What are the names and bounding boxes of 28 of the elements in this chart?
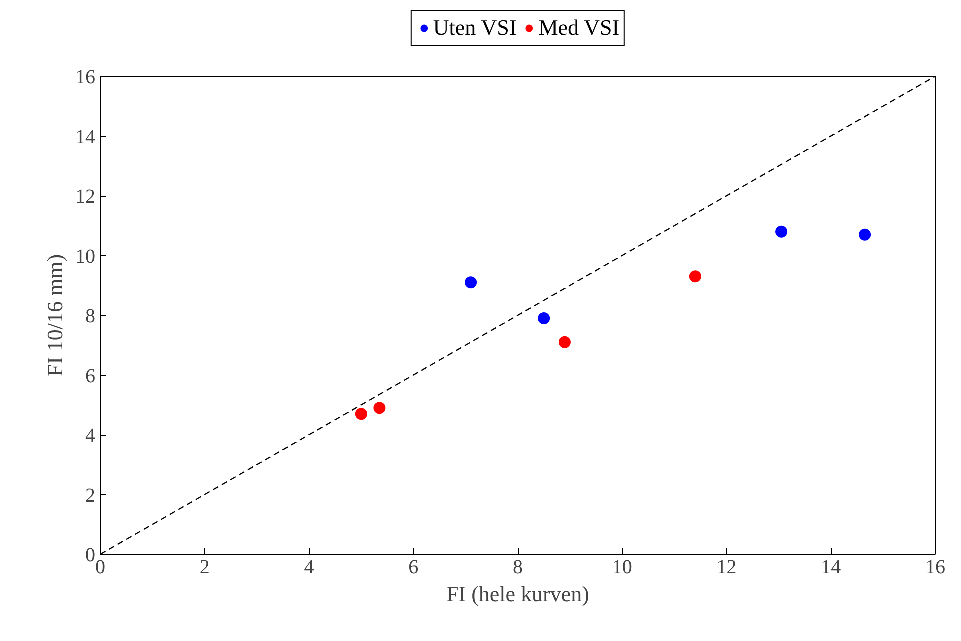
x-tick-label: 4	[304, 556, 314, 578]
point	[355, 408, 368, 420]
y-tick-label: 6	[86, 365, 96, 388]
x-tick-label: 2	[200, 556, 210, 578]
y-axis-title: FI 10/16 mm)	[42, 254, 68, 377]
x-tick-label: 8	[513, 556, 523, 578]
y-tick-label: 8	[86, 306, 96, 328]
x-tick-label: 16	[926, 556, 946, 578]
legend-label: Med VSI	[538, 15, 620, 41]
y-tick-label: 4	[86, 425, 96, 447]
y-tick-label: 12	[76, 186, 96, 208]
x-tick-label: 6	[408, 556, 419, 578]
point	[859, 228, 872, 241]
x-axis-title: FI (hele kurven)	[446, 582, 590, 606]
x-tick-label: 12	[716, 556, 737, 578]
y-tick-label: 10	[76, 246, 96, 268]
point	[689, 270, 702, 283]
legend-label: Uten VSI	[433, 15, 517, 41]
point	[465, 276, 478, 289]
point	[776, 226, 788, 238]
x-tick-label: 14	[821, 556, 842, 578]
point	[538, 312, 550, 324]
y-tick-label: 14	[76, 126, 96, 148]
point	[558, 336, 571, 348]
y-tick-label: 16	[76, 66, 96, 88]
x-tick-label: 10	[612, 556, 632, 578]
point	[374, 402, 386, 414]
y-tick-label: 2	[86, 484, 96, 507]
